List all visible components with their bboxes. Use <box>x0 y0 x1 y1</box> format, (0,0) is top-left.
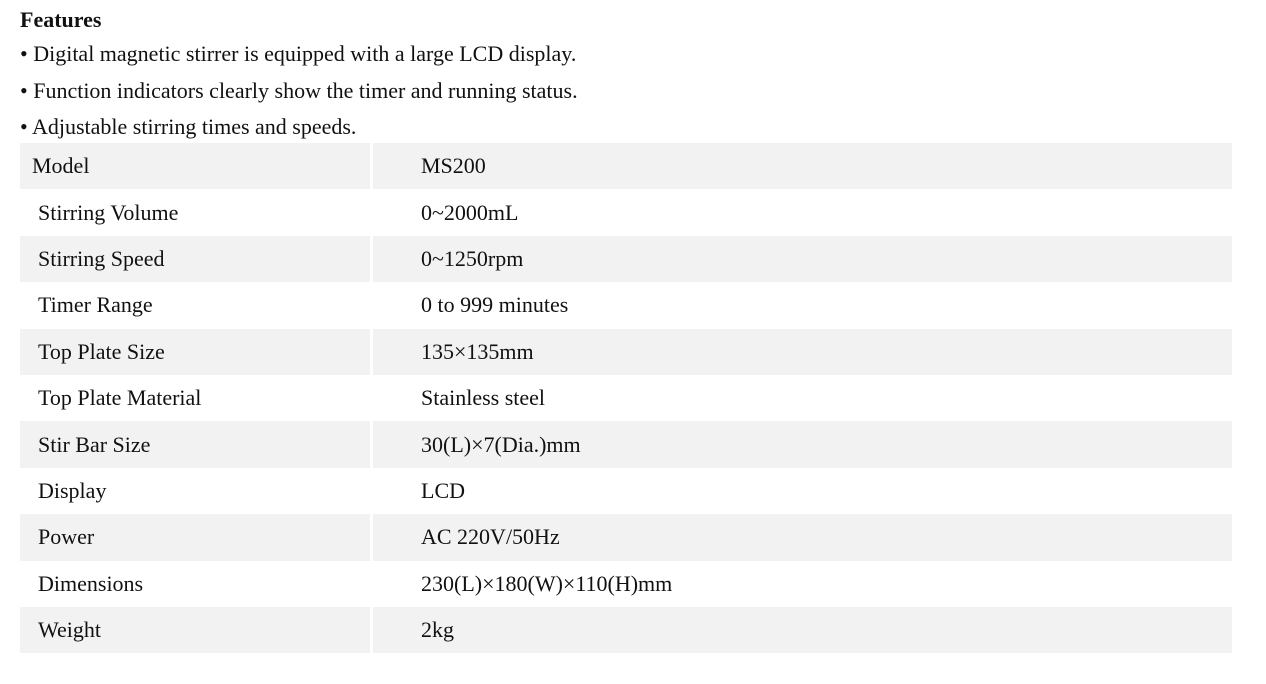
spec-row-weight: Weight 2kg <box>20 606 1232 654</box>
feature-bullet: • Adjustable stirring times and speeds. <box>20 114 357 139</box>
spec-row-stir-bar-size: Stir Bar Size 30(L)×7(Dia.)mm <box>20 421 1232 468</box>
spec-row-top-plate-material: Top Plate Material Stainless steel <box>20 374 1232 422</box>
spec-label: Power <box>20 514 373 561</box>
spec-value: 30(L)×7(Dia.)mm <box>421 431 581 457</box>
spec-value: 0 to 999 minutes <box>421 292 569 318</box>
features-heading: Features <box>20 7 102 32</box>
spec-row-power: Power AC 220V/50Hz <box>20 514 1232 561</box>
spec-value: 230(L)×180(W)×110(H)mm <box>421 570 673 596</box>
spec-value: LCD <box>421 477 465 503</box>
spec-value: Stainless steel <box>421 385 546 411</box>
spec-label: Stirring Speed <box>20 235 373 283</box>
spec-value: 0~2000mL <box>421 199 519 225</box>
spec-value: 135×135mm <box>421 338 534 364</box>
feature-bullet: • Function indicators clearly show the t… <box>20 77 578 103</box>
spec-value: 0~1250rpm <box>421 245 524 271</box>
spec-table: Model MS200 Stirring Volume 0~2000mL Sti… <box>20 143 1232 654</box>
spec-label: Weight <box>20 606 373 654</box>
spec-row-model: Model MS200 <box>20 143 1232 190</box>
spec-row-top-plate-size: Top Plate Size 135×135mm <box>20 328 1232 375</box>
spec-label: Display <box>20 467 373 515</box>
spec-row-display: Display LCD <box>20 467 1232 515</box>
features-section: Features • Digital magnetic stirrer is e… <box>20 4 1220 146</box>
spec-row-stirring-speed: Stirring Speed 0~1250rpm <box>20 235 1232 283</box>
spec-label: Dimensions <box>20 560 373 607</box>
spec-label: Stir Bar Size <box>20 421 373 468</box>
spec-label: Model <box>20 143 373 190</box>
spec-label: Stirring Volume <box>20 189 373 236</box>
spec-value: AC 220V/50Hz <box>421 524 560 550</box>
spec-label: Top Plate Size <box>20 328 373 375</box>
spec-value: 2kg <box>421 617 454 643</box>
spec-row-timer-range: Timer Range 0 to 999 minutes <box>20 282 1232 329</box>
spec-label: Timer Range <box>20 282 373 329</box>
feature-bullet: • Digital magnetic stirrer is equipped w… <box>20 41 577 66</box>
spec-value: MS200 <box>421 153 486 179</box>
spec-label: Top Plate Material <box>20 374 373 422</box>
spec-row-stirring-volume: Stirring Volume 0~2000mL <box>20 189 1232 236</box>
spec-row-dimensions: Dimensions 230(L)×180(W)×110(H)mm <box>20 560 1232 607</box>
